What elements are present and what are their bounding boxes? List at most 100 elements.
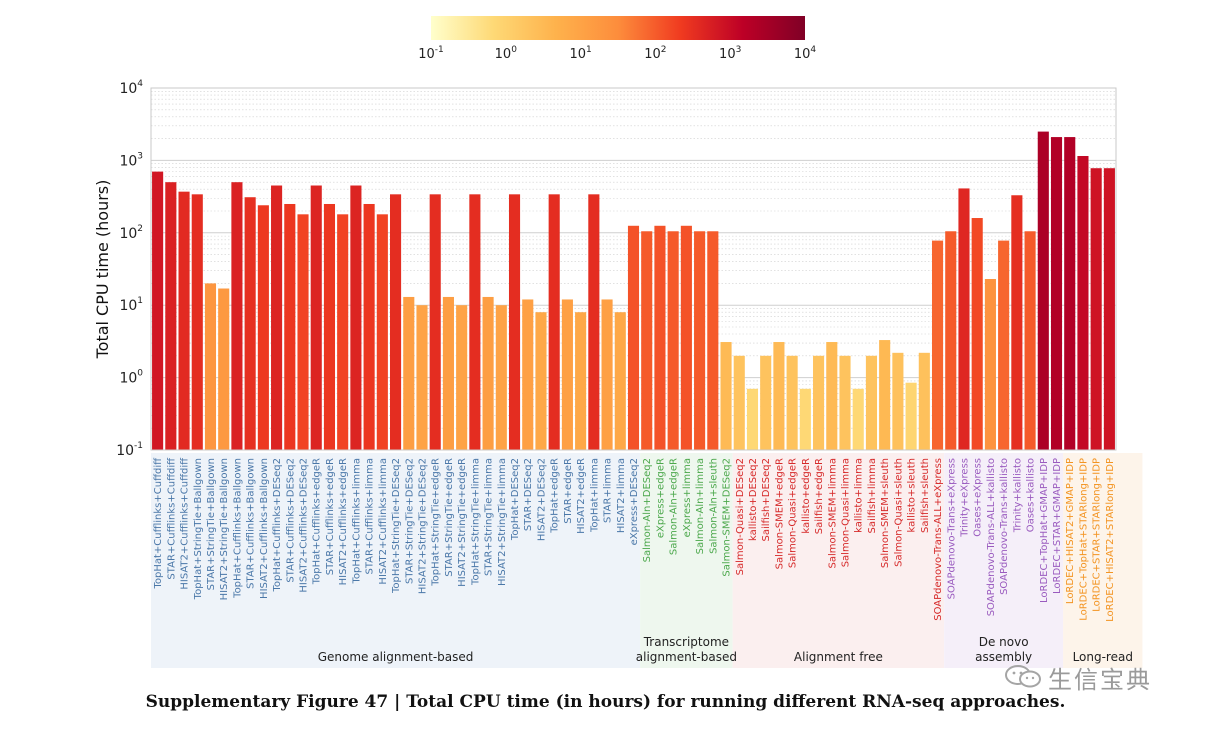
bar: SOAPdenovo-Trans+kallisto: 78 xyxy=(998,240,1010,450)
x-tick-label: TopHat+StringTie+Ballgown xyxy=(193,458,204,600)
figure-caption: Supplementary Figure 47 | Total CPU time… xyxy=(145,692,1066,712)
bar: Sailfish+limma: 2 xyxy=(865,355,877,450)
x-tick-label: LoRDEC+TopHat+STARlong+IDP xyxy=(1078,458,1089,621)
bars: TopHat+Cufflinks+Cuffdiff: 700STAR+Cuffl… xyxy=(152,131,1115,451)
x-tick-label: LoRDEC+HISAT2+GMAP+IDP xyxy=(1065,458,1076,604)
x-tick-label: TopHat+Cufflinks+edgeR xyxy=(312,458,323,585)
colorbar-tick: 101 xyxy=(569,45,591,62)
x-tick-label: Salmon-SMEM+DESeq2 xyxy=(722,458,733,577)
group-labels: Genome alignment-based Transcriptomealign… xyxy=(318,635,1133,664)
bar: SOAPdenovo-Trans+eXpress: 105 xyxy=(945,231,957,450)
x-tick-label: HISAT2+StringTie+limma xyxy=(497,458,508,586)
wechat-icon xyxy=(1005,665,1041,688)
colorbar-tick: 103 xyxy=(719,45,741,62)
x-tick-label: Oases+eXpress xyxy=(973,458,984,537)
x-tick-label: SOAPdenovo-Trans+eXpress xyxy=(946,458,957,599)
x-tick-label: Salmon-SMEM+edgeR xyxy=(774,458,785,569)
x-tick-label: SOAPdenovo-Trans-ALL+eXpress xyxy=(933,458,944,621)
x-tick-label: Trinity+eXpress xyxy=(959,458,970,538)
group-panel-transcriptome xyxy=(640,453,733,668)
bar: Salmon-SMEM+DESeq2: 3.1 xyxy=(720,342,732,450)
x-tick-label: Salmon-Aln+edgeR xyxy=(669,458,680,555)
bar: SOAPdenovo-Trans-ALL+kallisto: 23 xyxy=(984,279,996,450)
bar: HISAT2+StringTie+limma: 10 xyxy=(495,305,507,450)
x-tick-label: TopHat+StringTie+limma xyxy=(470,458,481,586)
group-label-de-novo: assembly xyxy=(975,650,1032,664)
bar: Oases+kallisto: 105 xyxy=(1024,231,1036,450)
group-panel-de-novo xyxy=(944,453,1064,668)
x-tick-label: Oases+kallisto xyxy=(1026,458,1037,532)
bar: TopHat+StringTie+Ballgown: 340 xyxy=(191,194,203,450)
bar: TopHat+limma: 340 xyxy=(588,194,600,450)
x-tick-label: Salmon-SMEM+sleuth xyxy=(880,458,891,568)
bar: HISAT2+StringTie+Ballgown: 17 xyxy=(218,288,230,450)
group-backgrounds xyxy=(151,453,1143,668)
x-tick-label: SOAPdenovo-Trans+kallisto xyxy=(999,458,1010,595)
x-tick-label: eXpress+limma xyxy=(682,458,693,537)
y-tick-label: 101 xyxy=(119,296,143,314)
bar: kallisto+sleuth: 0.85 xyxy=(905,382,917,450)
bar: TopHat+Cufflinks+limma: 450 xyxy=(350,185,362,450)
bar: HISAT2+Cufflinks+DESeq2: 180 xyxy=(297,214,309,450)
bar: STAR+DESeq2: 12 xyxy=(522,299,534,450)
bar: LoRDEC+STAR+GMAP+IDP: 2100 xyxy=(1050,137,1063,450)
x-tick-label: Salmon-Quasi+limma xyxy=(841,458,852,567)
y-tick-label: 103 xyxy=(119,151,143,169)
group-label-long-read: Long-read xyxy=(1073,650,1133,664)
x-tick-label: Salmon-Aln+DESeq2 xyxy=(642,458,653,562)
bar: STAR+Cufflinks+limma: 250 xyxy=(363,203,375,450)
bar: HISAT2+Cufflinks+Ballgown: 240 xyxy=(257,205,269,450)
group-label-genome: Genome alignment-based xyxy=(318,650,474,664)
x-tick-label: STAR+StringTie+Ballgown xyxy=(206,458,217,590)
cpu-time-chart: 10-1 100 101 102 103 104 TopHat+Cufflinks+Cuf… xyxy=(93,16,1143,668)
bar: STAR+Cufflinks+edgeR: 250 xyxy=(323,203,336,450)
bar: HISAT2+Cufflinks+Cuffdiff: 370 xyxy=(178,191,190,450)
bar: Salmon-Quasi+edgeR: 2 xyxy=(786,355,798,450)
bar: STAR+StringTie+limma: 13 xyxy=(482,296,494,450)
x-tick-label: TopHat+DESeq2 xyxy=(510,458,521,541)
group-panel-genome xyxy=(151,453,641,668)
bar: TopHat+Cufflinks+edgeR: 450 xyxy=(310,185,322,450)
x-tick-label: Trinity+kallisto xyxy=(1012,458,1023,533)
x-tick-label: TopHat+Cufflinks+Cuffdiff xyxy=(153,457,164,590)
x-tick-label: Salmon-Quasi+sleuth xyxy=(893,458,904,567)
bar: STAR+Cufflinks+Cuffdiff: 500 xyxy=(165,182,177,450)
bar: SOAPdenovo-Trans-ALL+eXpress: 78 xyxy=(931,240,944,450)
y-tick-label: 100 xyxy=(119,369,143,387)
x-tick-label: LoRDEC+TopHat+GMAP+IDP xyxy=(1039,458,1050,603)
bar: eXpress+DESeq2: 125 xyxy=(627,225,640,450)
bar: HISAT2+StringTie+edgeR: 10 xyxy=(456,305,468,450)
x-tick-label: Sailfish+sleuth xyxy=(920,458,931,533)
plot-frame xyxy=(150,87,1117,451)
group-panel-long-read xyxy=(1063,453,1143,668)
bar: Salmon-Quasi+limma: 2 xyxy=(839,355,851,450)
bar: STAR+StringTie+Ballgown: 20 xyxy=(204,283,217,450)
x-tick-label: TopHat+edgeR xyxy=(550,458,561,534)
bar: Salmon-Aln+limma: 105 xyxy=(694,231,706,450)
y-tick-label: 104 xyxy=(119,79,143,97)
bar: HISAT2+limma: 8 xyxy=(614,312,626,450)
bar: TopHat+DESeq2: 340 xyxy=(508,194,521,450)
x-tick-label: STAR+StringTie+DESeq2 xyxy=(404,458,415,584)
bar: TopHat+Cufflinks+DESeq2: 450 xyxy=(271,185,283,450)
colorbar-tick: 100 xyxy=(495,45,518,62)
x-tick-label: HISAT2+Cufflinks+Ballgown xyxy=(259,458,270,599)
x-tick-label: HISAT2+StringTie+DESeq2 xyxy=(417,458,428,594)
x-tick-label: TopHat+Cufflinks+DESeq2 xyxy=(272,458,283,593)
x-tick-label: STAR+StringTie+edgeR xyxy=(444,458,455,577)
y-axis-ticks: 10-1 100 101 102 103 104 xyxy=(116,79,143,459)
bar: eXpress+limma: 125 xyxy=(680,225,692,450)
x-tick-label: Sailfish+limma xyxy=(867,458,878,533)
x-tick-label: STAR+Cufflinks+Ballgown xyxy=(246,458,257,589)
bar: HISAT2+DESeq2: 8 xyxy=(535,312,547,450)
x-tick-label: STAR+DESeq2 xyxy=(523,458,534,531)
bar: TopHat+StringTie+limma: 340 xyxy=(469,194,481,450)
bar: Trinity+eXpress: 410 xyxy=(958,188,970,450)
bar: STAR+StringTie+edgeR: 13 xyxy=(442,296,454,450)
x-tick-label: Salmon-Quasi+DESeq2 xyxy=(735,458,746,575)
bar: HISAT2+edgeR: 8 xyxy=(575,312,587,450)
x-tick-label: STAR+limma xyxy=(603,458,614,523)
x-tick-label: kallisto+sleuth xyxy=(907,458,918,532)
x-tick-label: HISAT2+Cufflinks+limma xyxy=(378,458,389,585)
group-label-transcriptome: alignment-based xyxy=(636,650,737,664)
